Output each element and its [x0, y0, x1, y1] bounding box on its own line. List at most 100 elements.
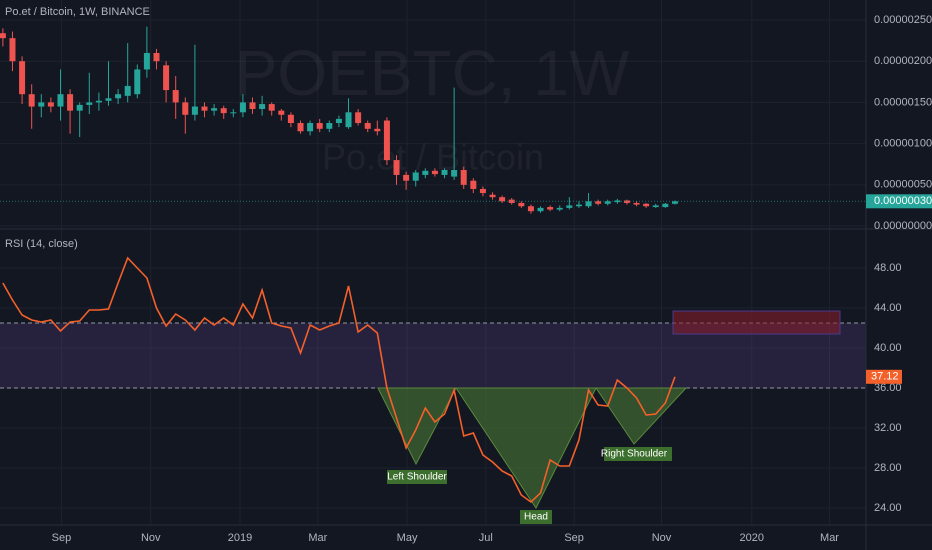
candle-body — [9, 38, 16, 62]
x-tick-label: 2020 — [740, 532, 764, 544]
head-shape — [455, 387, 597, 509]
candle-body — [249, 102, 256, 110]
last-value-box — [866, 369, 902, 384]
candle-body — [268, 104, 275, 111]
candle-body — [652, 205, 659, 208]
x-tick-label: Nov — [141, 532, 161, 544]
candle-body — [0, 33, 6, 39]
candle-body — [441, 169, 448, 175]
x-tick-label: 2019 — [228, 532, 252, 544]
pattern-drawing: Left Shoulder Head Right Shoulder — [377, 310, 841, 524]
y-tick-label: 36.00 — [874, 382, 902, 394]
candle-body — [451, 169, 458, 177]
candle-body — [95, 100, 102, 103]
annotation-label: Right Shoulder — [601, 449, 668, 460]
y-tick-label: 44.00 — [874, 302, 902, 314]
annotation-box — [604, 447, 672, 461]
candle-body — [508, 199, 515, 203]
x-tick-label: Mar — [308, 532, 327, 544]
indicator-title: RSI (14, close) — [5, 238, 78, 250]
candle-body — [230, 112, 237, 114]
x-tick-label: Sep — [52, 532, 72, 544]
candle-body — [595, 201, 602, 204]
target-box — [672, 310, 841, 335]
y-tick-label: 0.00000150 — [874, 96, 932, 108]
y-tick-label: 40.00 — [874, 342, 902, 354]
annotation-label: Left Shoulder — [387, 472, 447, 483]
candle-body — [393, 160, 400, 175]
candle-body — [67, 94, 74, 111]
annotation-box — [387, 470, 447, 484]
y-tick-label: 28.00 — [874, 462, 902, 474]
candle-body — [460, 169, 467, 185]
candle-body — [614, 200, 621, 203]
candle-body — [316, 123, 323, 129]
candle-body — [307, 123, 314, 132]
candle-body — [86, 102, 93, 105]
candle-body — [412, 172, 419, 181]
candle-body — [19, 61, 26, 95]
candle-body — [671, 201, 678, 204]
y-tick-label: 0.00000050 — [874, 179, 932, 191]
candle-body — [633, 202, 640, 205]
y-tick-label: 0.00000000 — [874, 220, 932, 232]
x-tick-label: Jul — [479, 532, 493, 544]
x-tick-label: Nov — [652, 532, 672, 544]
candle-body — [547, 207, 554, 210]
candle-body — [566, 205, 573, 208]
watermark: POEBTC, 1W — [235, 37, 630, 109]
candle-body — [604, 201, 611, 204]
candle-body — [134, 69, 141, 95]
candle-body — [182, 102, 189, 115]
x-tick-label: May — [397, 532, 418, 544]
candle-body — [239, 102, 246, 113]
candle-body — [38, 102, 45, 107]
last-value-label: 37.12 — [871, 371, 899, 383]
right-shoulder-shape — [595, 387, 688, 445]
annotation-label: Head — [524, 512, 548, 523]
y-tick-label: 0.00000100 — [874, 138, 932, 150]
candle-body — [489, 194, 496, 198]
y-tick-label: 48.00 — [874, 262, 902, 274]
candle-body — [259, 104, 266, 110]
candle-body — [124, 85, 131, 96]
candle-body — [287, 114, 294, 124]
candle-body — [470, 180, 477, 189]
candle-body — [537, 207, 544, 212]
candle-body — [556, 207, 563, 210]
candle-body — [201, 106, 208, 111]
candle-body — [163, 65, 170, 91]
y-tick-label: 24.00 — [874, 502, 902, 514]
candle-body — [479, 188, 486, 194]
candle-body — [345, 112, 352, 128]
candle-body — [662, 203, 669, 208]
candle-body — [278, 110, 285, 115]
candle-body — [518, 202, 525, 207]
candle-body — [643, 203, 650, 207]
candle-body — [105, 98, 112, 101]
candle-body — [374, 128, 381, 132]
candle-body — [115, 94, 122, 99]
annotation-box — [520, 510, 552, 524]
watermark-subtitle: Po.et / Bitcoin — [322, 137, 544, 178]
candle-body — [28, 94, 35, 107]
candle-body — [220, 108, 227, 114]
y-tick-label: 0.00000200 — [874, 55, 932, 67]
candle-body — [191, 106, 198, 115]
y-tick-label: 32.00 — [874, 422, 902, 434]
candle-body — [326, 123, 333, 129]
candle-body — [575, 204, 582, 207]
y-tick-label: 0.00000250 — [874, 14, 932, 26]
last-price-box — [866, 194, 932, 209]
x-tick-label: Mar — [820, 532, 839, 544]
candle-body — [143, 52, 150, 70]
candle-body — [47, 102, 54, 107]
candle-body — [172, 90, 179, 103]
candle-body — [76, 104, 83, 111]
candle-body — [335, 118, 342, 124]
candle-body — [499, 197, 506, 202]
candle-body — [623, 200, 630, 203]
